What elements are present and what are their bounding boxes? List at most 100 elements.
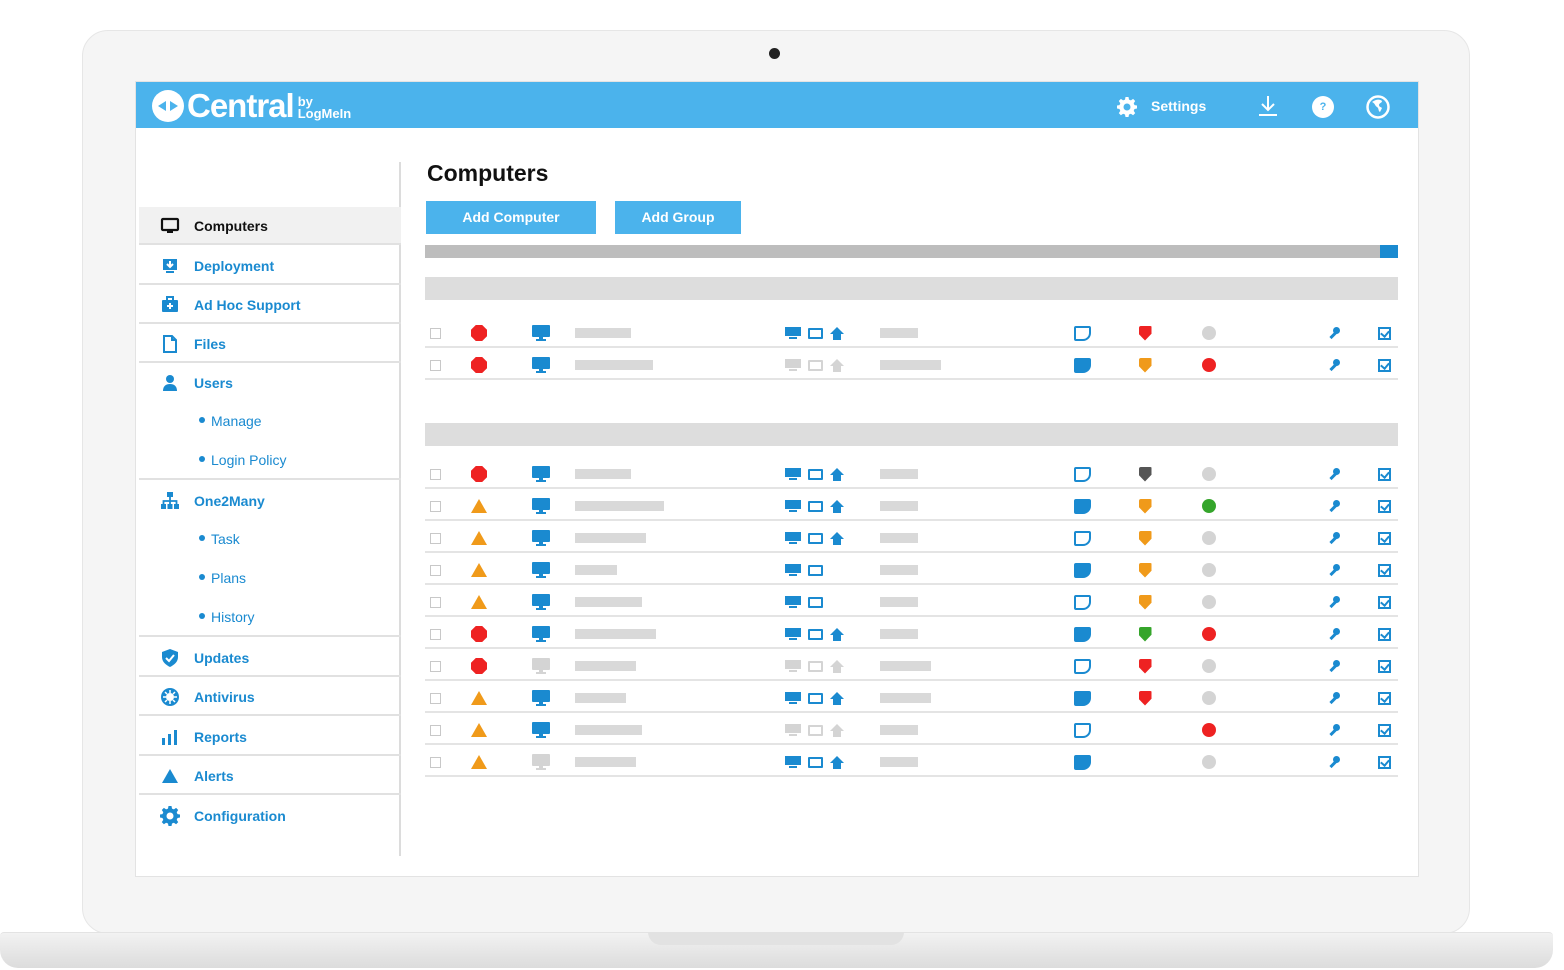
remote-control-icon[interactable] <box>785 531 801 545</box>
select-cell[interactable] <box>425 523 445 553</box>
action-cell[interactable] <box>1326 318 1342 348</box>
sidebar-item-updates[interactable]: Updates <box>139 639 401 677</box>
table-row[interactable] <box>425 683 1398 713</box>
sidebar-item-alerts[interactable]: Alerts <box>139 757 401 795</box>
file-manager-icon[interactable] <box>808 628 823 640</box>
note-cell[interactable] <box>1072 459 1092 489</box>
select-cell[interactable] <box>425 555 445 585</box>
table-row[interactable] <box>425 318 1398 348</box>
central-logo[interactable]: Central by LogMeIn <box>152 87 351 124</box>
name-cell[interactable] <box>575 747 636 777</box>
sidebar-item-computers[interactable]: Computers <box>139 207 401 245</box>
name-cell[interactable] <box>575 651 636 681</box>
select-cell[interactable] <box>425 459 445 489</box>
main-menu-icon[interactable] <box>830 358 844 372</box>
main-menu-icon[interactable] <box>830 691 844 705</box>
select-cell[interactable] <box>425 747 445 777</box>
file-manager-icon[interactable] <box>808 468 823 480</box>
sidebar-item-users[interactable]: Users <box>139 364 401 402</box>
enabled-cell[interactable] <box>1376 318 1392 348</box>
table-row[interactable] <box>425 350 1398 380</box>
table-row[interactable] <box>425 523 1398 553</box>
table-row[interactable] <box>425 651 1398 681</box>
name-cell[interactable] <box>575 587 642 617</box>
main-menu-icon[interactable] <box>830 499 844 513</box>
note-cell[interactable] <box>1072 651 1092 681</box>
sidebar-item-deployment[interactable]: Deployment <box>139 247 401 285</box>
remote-control-icon[interactable] <box>785 755 801 769</box>
sidebar-subitem-manage[interactable]: Manage <box>139 403 401 441</box>
table-row[interactable] <box>425 491 1398 521</box>
remote-control-icon[interactable] <box>785 723 801 737</box>
note-cell[interactable] <box>1072 491 1092 521</box>
note-cell[interactable] <box>1072 747 1092 777</box>
action-cell[interactable] <box>1326 459 1342 489</box>
name-cell[interactable] <box>575 555 617 585</box>
settings-link[interactable]: Settings <box>1151 98 1207 114</box>
main-menu-icon[interactable] <box>830 326 844 340</box>
sidebar-subitem-login-policy[interactable]: Login Policy <box>139 442 401 480</box>
note-cell[interactable] <box>1072 587 1092 617</box>
remote-control-icon[interactable] <box>785 467 801 481</box>
select-cell[interactable] <box>425 318 445 348</box>
main-menu-icon[interactable] <box>830 531 844 545</box>
sidebar-item-one2many[interactable]: One2Many <box>139 482 401 520</box>
table-row[interactable] <box>425 555 1398 585</box>
file-manager-icon[interactable] <box>808 724 823 736</box>
select-cell[interactable] <box>425 491 445 521</box>
remote-control-icon[interactable] <box>785 326 801 340</box>
note-cell[interactable] <box>1072 523 1092 553</box>
action-cell[interactable] <box>1326 491 1342 521</box>
note-cell[interactable] <box>1072 683 1092 713</box>
action-cell[interactable] <box>1326 683 1342 713</box>
sidebar-item-ad-hoc-support[interactable]: Ad Hoc Support <box>139 286 401 324</box>
remote-control-icon[interactable] <box>785 595 801 609</box>
note-cell[interactable] <box>1072 715 1092 745</box>
main-menu-icon[interactable] <box>830 755 844 769</box>
table-row[interactable] <box>425 715 1398 745</box>
add-computer-button[interactable]: Add Computer <box>426 201 596 234</box>
file-manager-icon[interactable] <box>808 359 823 371</box>
select-cell[interactable] <box>425 651 445 681</box>
enabled-cell[interactable] <box>1376 747 1392 777</box>
action-cell[interactable] <box>1326 619 1342 649</box>
remote-control-icon[interactable] <box>785 499 801 513</box>
sidebar-subitem-plans[interactable]: Plans <box>139 560 401 598</box>
scrollbar-thumb[interactable] <box>1380 245 1398 258</box>
main-menu-icon[interactable] <box>830 627 844 641</box>
horizontal-scrollbar[interactable] <box>425 245 1398 258</box>
select-cell[interactable] <box>425 683 445 713</box>
file-manager-icon[interactable] <box>808 692 823 704</box>
help-icon[interactable]: ? <box>1312 96 1334 118</box>
file-manager-icon[interactable] <box>808 500 823 512</box>
download-icon[interactable] <box>1258 95 1278 117</box>
select-cell[interactable] <box>425 619 445 649</box>
note-cell[interactable] <box>1072 318 1092 348</box>
sidebar-item-configuration[interactable]: Configuration <box>139 797 401 835</box>
remote-control-icon[interactable] <box>785 627 801 641</box>
sidebar-subitem-task[interactable]: Task <box>139 521 401 559</box>
remote-control-icon[interactable] <box>785 659 801 673</box>
select-cell[interactable] <box>425 587 445 617</box>
file-manager-icon[interactable] <box>808 327 823 339</box>
enabled-cell[interactable] <box>1376 350 1392 380</box>
action-cell[interactable] <box>1326 587 1342 617</box>
table-row[interactable] <box>425 747 1398 777</box>
name-cell[interactable] <box>575 491 664 521</box>
main-menu-icon[interactable] <box>830 723 844 737</box>
select-cell[interactable] <box>425 350 445 380</box>
enabled-cell[interactable] <box>1376 715 1392 745</box>
enabled-cell[interactable] <box>1376 651 1392 681</box>
file-manager-icon[interactable] <box>808 756 823 768</box>
name-cell[interactable] <box>575 523 646 553</box>
name-cell[interactable] <box>575 318 631 348</box>
table-row[interactable] <box>425 587 1398 617</box>
sidebar-item-reports[interactable]: Reports <box>139 718 401 756</box>
table-row[interactable] <box>425 619 1398 649</box>
action-cell[interactable] <box>1326 651 1342 681</box>
file-manager-icon[interactable] <box>808 564 823 576</box>
remote-control-icon[interactable] <box>785 563 801 577</box>
globe-icon[interactable] <box>1366 95 1390 119</box>
file-manager-icon[interactable] <box>808 596 823 608</box>
enabled-cell[interactable] <box>1376 619 1392 649</box>
